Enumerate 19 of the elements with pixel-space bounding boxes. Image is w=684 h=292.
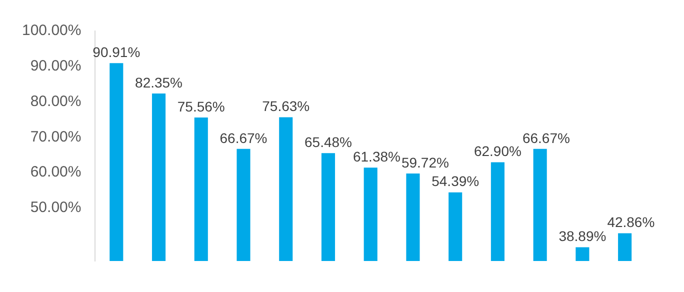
- y-tick-label: 100.00%: [22, 22, 82, 40]
- data-label: 66.67%: [220, 130, 268, 146]
- y-tick-label: 50.00%: [30, 199, 82, 216]
- data-label: 54.39%: [432, 173, 480, 190]
- data-label: 66.67%: [522, 130, 570, 146]
- y-tick-label: 80.00%: [30, 92, 82, 110]
- data-label: 61.38%: [352, 148, 400, 165]
- data-label: 62.90%: [474, 143, 522, 160]
- data-label: 75.63%: [262, 98, 310, 114]
- y-tick-label: 90.00%: [30, 58, 82, 75]
- data-label: 75.56%: [177, 98, 225, 114]
- data-label: 42.86%: [607, 214, 655, 230]
- data-label: 82.35%: [135, 74, 183, 90]
- y-tick-label: 60.00%: [30, 164, 82, 181]
- data-label: 38.89%: [558, 228, 606, 244]
- y-tick-label: 70.00%: [30, 128, 82, 146]
- data-label: 65.48%: [304, 134, 352, 150]
- data-label: 90.91%: [92, 44, 140, 60]
- data-label: 59.72%: [401, 154, 449, 170]
